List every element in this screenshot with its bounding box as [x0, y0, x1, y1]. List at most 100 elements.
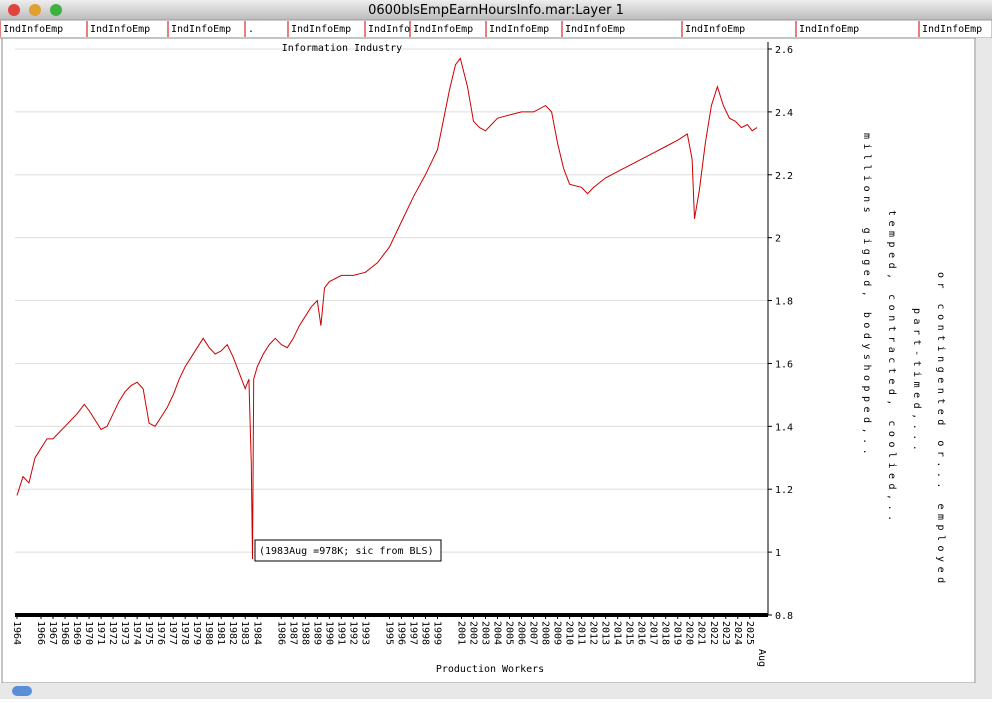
- x-tick-label: 2021: [696, 621, 707, 645]
- column-label: IndInfoEmp: [291, 24, 351, 35]
- side-note: or contingented or... employed: [935, 272, 946, 588]
- y-tick-label: 1.4: [775, 422, 793, 433]
- x-tick-label: 2024: [732, 621, 743, 645]
- x-tick-label: 1970: [83, 621, 94, 645]
- x-tick-label: 1967: [47, 621, 58, 645]
- x-tick-label: 1999: [431, 621, 442, 645]
- x-tick-label: 1969: [71, 621, 82, 645]
- x-tick-label: 1997: [407, 621, 418, 645]
- x-axis: [15, 613, 768, 617]
- x-tick-label: 2018: [660, 621, 671, 645]
- x-tick-label: 1992: [347, 621, 358, 645]
- side-note: part-timed,...: [911, 308, 922, 455]
- scroll-thumb[interactable]: [12, 686, 32, 696]
- y-tick-label: 0.8: [775, 611, 793, 622]
- x-tick-label: 1983: [239, 621, 250, 645]
- x-tick-label: 2011: [576, 621, 587, 645]
- y-tick-label: 1.6: [775, 359, 793, 370]
- annotation-box: [254, 539, 442, 562]
- x-tick-label: 2008: [540, 621, 551, 645]
- x-tick-label: 1990: [323, 621, 334, 645]
- x-tick-label: 2014: [612, 621, 623, 645]
- x-tick-label: 1987: [287, 621, 298, 645]
- data-line: [16, 57, 758, 560]
- x-tick-label: 2003: [480, 621, 491, 645]
- column-label: IndInfoEmp: [565, 24, 625, 35]
- x-tick-label: 1986: [275, 621, 286, 645]
- x-tick-label: 1973: [119, 621, 130, 645]
- x-tick-label: 2012: [588, 621, 599, 645]
- x-tick-label: 1964: [11, 621, 22, 645]
- column-label: IndInfoEmp: [799, 24, 859, 35]
- x-tick-label: 1991: [335, 621, 346, 645]
- x-tick-label: 2007: [528, 621, 539, 645]
- x-tick-label: 2001: [455, 621, 466, 645]
- close-button[interactable]: [8, 4, 20, 16]
- x-tick-label: 2002: [467, 621, 478, 645]
- x-tick-label: 2004: [492, 621, 503, 645]
- annotation: (1983Aug =978K; sic from BLS): [259, 546, 434, 557]
- x-tick-label: 2020: [684, 621, 695, 645]
- y-tick-label: 2.4: [775, 108, 793, 119]
- x-tick-label: 1971: [95, 621, 106, 645]
- column-label: IndInfoEmp: [171, 24, 231, 35]
- column-label: IndInfo: [368, 24, 410, 35]
- horizontal-scrollbar[interactable]: [0, 683, 992, 699]
- x-tick-label: 1989: [311, 621, 322, 645]
- x-tick-label: 1976: [155, 621, 166, 645]
- x-tick-label: 2025: [744, 621, 755, 645]
- x-tick-label: 2016: [636, 621, 647, 645]
- column-label: IndInfoEmp: [413, 24, 473, 35]
- x-tick-label: 1979: [191, 621, 202, 645]
- chart-title: Information Industry: [282, 43, 402, 54]
- x-tick-label: 1968: [59, 621, 70, 645]
- x-tick-label: 2009: [552, 621, 563, 645]
- y-tick-label: 1.8: [775, 297, 793, 308]
- y-tick-label: 1: [775, 548, 781, 559]
- x-tick-label: 1972: [107, 621, 118, 645]
- x-tick-label: 1984: [251, 621, 262, 645]
- x-end-label: Aug: [756, 649, 767, 667]
- column-label: IndInfoEmp: [685, 24, 745, 35]
- column-label: IndInfoEmp: [922, 24, 982, 35]
- x-tick-label: 2015: [624, 621, 635, 645]
- window-title: 0600blsEmpEarnHoursInfo.mar:Layer 1: [368, 3, 624, 18]
- minimize-button[interactable]: [29, 4, 41, 16]
- x-tick-label: 2022: [708, 621, 719, 645]
- x-tick-label: 2010: [564, 621, 575, 645]
- column-label: IndInfoEmp: [3, 24, 63, 35]
- x-tick-label: 1998: [419, 621, 430, 645]
- x-axis-label: Production Workers: [436, 664, 544, 675]
- x-tick-label: 2023: [720, 621, 731, 645]
- x-tick-label: 2019: [672, 621, 683, 645]
- x-tick-label: 2005: [504, 621, 515, 645]
- x-tick-label: 1978: [179, 621, 190, 645]
- x-tick-label: 1981: [215, 621, 226, 645]
- x-tick-label: 1974: [131, 621, 142, 645]
- x-tick-label: 2017: [648, 621, 659, 645]
- x-tick-label: 1988: [299, 621, 310, 645]
- vertical-scrollbar[interactable]: [976, 38, 992, 683]
- columns: IndInfoEmp IndInfoEmp IndInfoEmp. IndInfoEm…: [0, 21, 982, 37]
- x-tick-label: 1995: [383, 621, 394, 645]
- column-label: .: [248, 24, 254, 35]
- x-tick-label: 1993: [359, 621, 370, 645]
- plot-panel: [1, 37, 976, 684]
- column-label: IndInfoEmp: [489, 24, 549, 35]
- side-note: millions gigged, bodyshopped,..: [861, 133, 872, 459]
- y-tick-label: 2.2: [775, 171, 793, 182]
- y-tick-label: 2: [775, 234, 781, 245]
- x-tick-label: 2006: [516, 621, 527, 645]
- side-note: temped, contracted, coolied,..: [886, 210, 897, 526]
- x-tick-label: 1975: [143, 621, 154, 645]
- x-tick-label: 1996: [395, 621, 406, 645]
- y-tick-label: 1.2: [775, 485, 793, 496]
- column-label: IndInfoEmp: [90, 24, 150, 35]
- x-tick-label: 1982: [227, 621, 238, 645]
- x-tick-label: 1966: [35, 621, 46, 645]
- x-tick-label: 1977: [167, 621, 178, 645]
- zoom-button[interactable]: [50, 4, 62, 16]
- y-tick-label: 2.6: [775, 45, 793, 56]
